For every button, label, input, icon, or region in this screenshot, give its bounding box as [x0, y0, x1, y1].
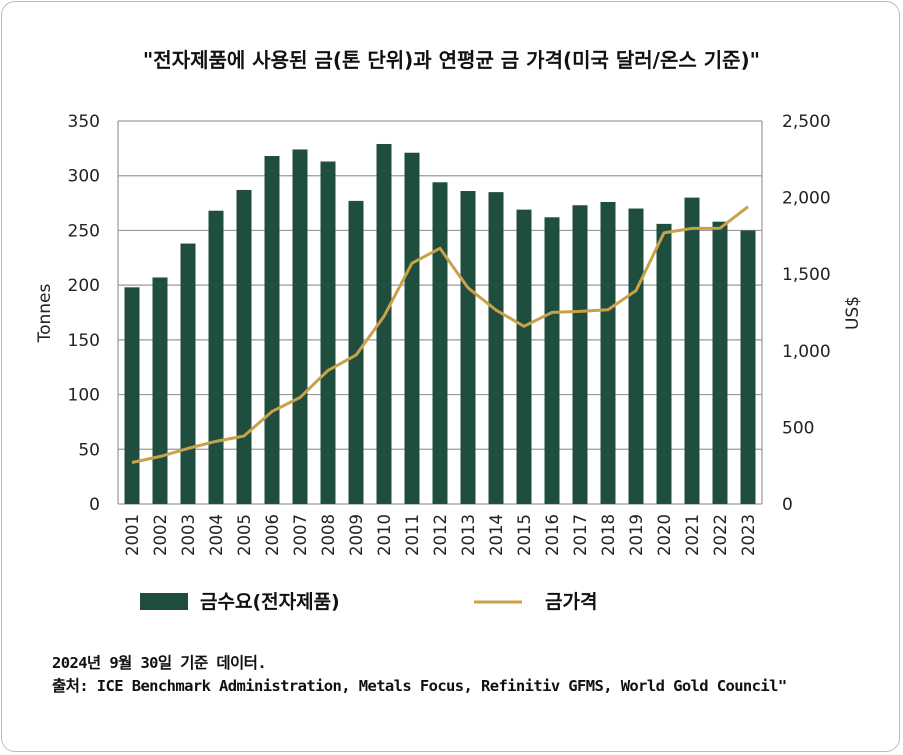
bar-2009: [348, 200, 364, 504]
bar-2005: [236, 189, 252, 504]
left-axis-ticks: 0 50 100 150 200 250 300 350: [68, 112, 100, 515]
x-tick-label: 2006: [263, 514, 282, 556]
x-tick-label: 2017: [571, 514, 590, 556]
x-axis-ticks: 2001 2002 2003 2004 2005 2006 2007 2008 2009 2010…: [123, 514, 758, 556]
bar-2019: [628, 208, 644, 505]
legend-line-label: 금가격: [545, 591, 597, 613]
x-tick-label: 2018: [599, 514, 618, 556]
footer-date-note: 2024년 9월 30일 기준 데이터.: [52, 654, 267, 672]
left-tick-label: 50: [78, 440, 100, 460]
left-tick-label: 150: [68, 331, 100, 351]
bar-series: [124, 143, 756, 505]
x-tick-label: 2014: [487, 514, 506, 556]
x-tick-label: 2012: [431, 514, 450, 556]
x-tick-label: 2015: [515, 514, 534, 556]
bar-2006: [264, 156, 280, 504]
bar-2022: [712, 221, 728, 504]
chart-svg: 0 50 100 150 200 250 300 350 0 500 1,000 1,500 2,00…: [35, 112, 863, 613]
right-tick-label: 1,000: [782, 342, 831, 362]
right-tick-label: 1,500: [782, 265, 831, 285]
right-axis-label: US$: [843, 296, 863, 330]
bar-2002: [152, 277, 168, 504]
bar-2012: [432, 182, 448, 504]
left-tick-label: 100: [68, 386, 100, 406]
bar-2017: [572, 205, 588, 504]
x-tick-label: 2004: [207, 514, 226, 556]
left-tick-label: 200: [68, 276, 100, 296]
right-tick-label: 0: [782, 495, 793, 515]
right-tick-label: 2,000: [782, 189, 831, 209]
left-tick-label: 350: [68, 112, 100, 132]
x-tick-label: 2008: [319, 514, 338, 556]
bar-2010: [376, 143, 392, 505]
x-tick-label: 2001: [123, 514, 142, 556]
x-tick-label: 2003: [179, 514, 198, 556]
bar-2020: [656, 223, 672, 504]
footer-source: 출처: ICE Benchmark Administration, Metals…: [52, 677, 787, 695]
bar-2018: [600, 201, 616, 504]
x-tick-label: 2019: [627, 514, 646, 556]
x-tick-label: 2016: [543, 514, 562, 556]
line-series: [131, 205, 749, 464]
bar-2004: [208, 210, 224, 504]
x-tick-label: 2023: [739, 514, 758, 556]
bar-2016: [544, 217, 560, 504]
x-tick-label: 2007: [291, 514, 310, 556]
x-tick-label: 2005: [235, 514, 254, 556]
footer: 2024년 9월 30일 기준 데이터. 출처: ICE Benchmark A…: [52, 652, 787, 698]
x-tick-label: 2022: [711, 514, 730, 556]
right-axis-ticks: 0 500 1,000 1,500 2,000 2,500: [782, 112, 831, 515]
bar-2011: [404, 152, 420, 504]
legend-bar-swatch: [140, 593, 188, 610]
bar-2013: [460, 191, 476, 504]
x-tick-label: 2020: [655, 514, 674, 556]
x-tick-label: 2013: [459, 514, 478, 556]
bar-2008: [320, 161, 336, 504]
bar-2001: [124, 287, 140, 504]
bar-2023: [740, 230, 756, 504]
left-tick-label: 300: [68, 167, 100, 187]
chart-title: "전자제품에 사용된 금(톤 단위)과 연평균 금 가격(미국 달러/온스 기준…: [142, 48, 761, 72]
x-tick-label: 2002: [151, 514, 170, 556]
legend-bar-label: 금수요(전자제품): [200, 591, 340, 613]
left-axis-label: Tonnes: [35, 283, 55, 343]
x-tick-label: 2021: [683, 514, 702, 556]
bar-2021: [684, 197, 700, 504]
left-tick-label: 250: [68, 221, 100, 241]
bar-2007: [292, 149, 308, 505]
bar-2003: [180, 243, 196, 504]
right-tick-label: 500: [782, 418, 814, 438]
x-tick-label: 2009: [347, 514, 366, 556]
x-tick-label: 2011: [403, 514, 422, 556]
right-tick-label: 2,500: [782, 112, 831, 132]
bar-2015: [516, 209, 532, 504]
left-tick-label: 0: [89, 495, 100, 515]
bar-2014: [488, 192, 504, 504]
x-tick-label: 2010: [375, 514, 394, 556]
